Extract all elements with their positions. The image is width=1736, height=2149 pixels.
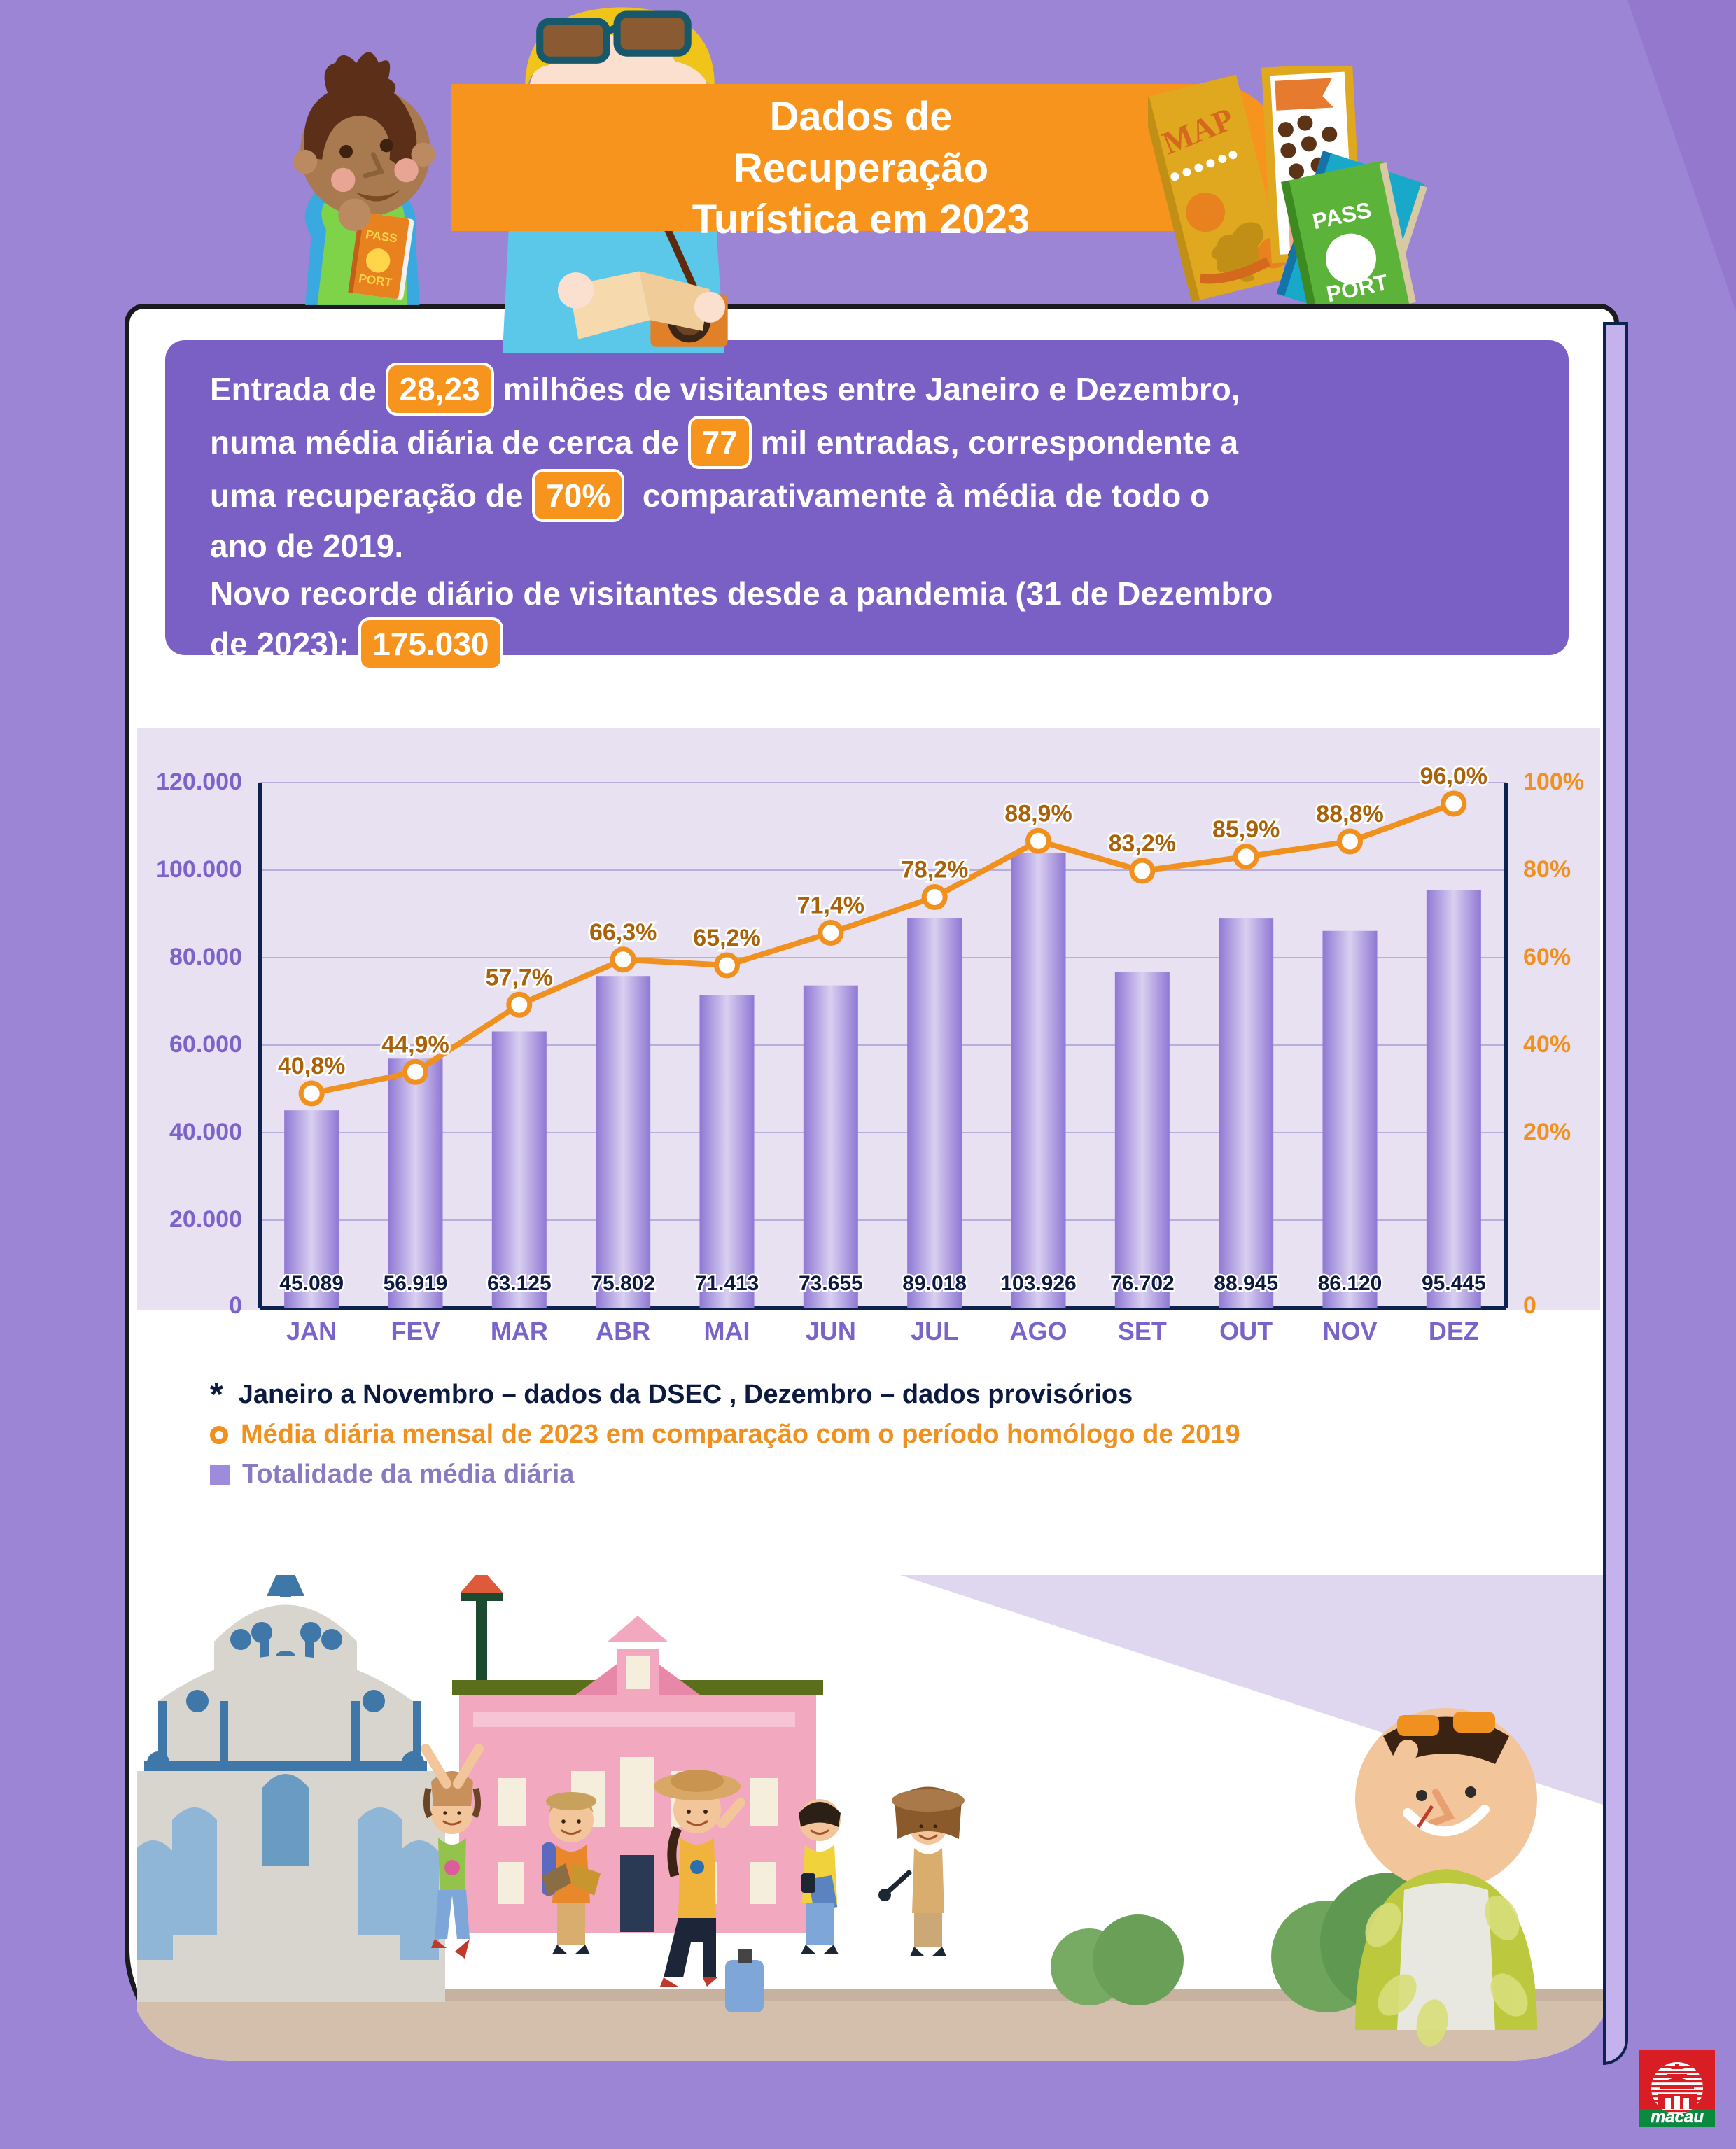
svg-text:44,9%: 44,9% <box>382 1031 449 1058</box>
svg-text:AGO: AGO <box>1009 1317 1067 1345</box>
svg-text:88,8%: 88,8% <box>1316 801 1383 827</box>
svg-text:66,3%: 66,3% <box>589 919 657 946</box>
svg-text:60%: 60% <box>1523 944 1571 970</box>
svg-text:macau: macau <box>1651 2108 1704 2127</box>
svg-text:57,7%: 57,7% <box>486 964 553 990</box>
svg-text:71.413: 71.413 <box>695 1272 760 1295</box>
svg-text:65,2%: 65,2% <box>693 925 760 951</box>
svg-text:MAI: MAI <box>704 1317 750 1345</box>
svg-text:80%: 80% <box>1523 856 1571 883</box>
svg-text:103.926: 103.926 <box>1000 1272 1076 1295</box>
svg-text:78,2%: 78,2% <box>901 857 968 883</box>
svg-text:86.120: 86.120 <box>1318 1272 1382 1295</box>
svg-text:88,9%: 88,9% <box>1004 800 1072 827</box>
svg-text:FEV: FEV <box>391 1317 440 1345</box>
svg-text:SET: SET <box>1118 1317 1167 1345</box>
svg-text:45.089: 45.089 <box>279 1272 344 1295</box>
svg-text:100.000: 100.000 <box>156 856 242 883</box>
svg-text:0: 0 <box>1523 1292 1536 1319</box>
svg-text:56.919: 56.919 <box>384 1272 448 1295</box>
svg-text:75.802: 75.802 <box>591 1272 655 1295</box>
svg-text:73.655: 73.655 <box>799 1272 863 1295</box>
svg-text:63.125: 63.125 <box>487 1272 552 1295</box>
svg-text:96,0%: 96,0% <box>1420 763 1488 790</box>
svg-text:120.000: 120.000 <box>156 769 242 795</box>
svg-text:20%: 20% <box>1523 1119 1571 1145</box>
svg-text:76.702: 76.702 <box>1110 1272 1175 1295</box>
svg-text:85,9%: 85,9% <box>1212 816 1280 843</box>
svg-text:DEZ: DEZ <box>1429 1317 1479 1345</box>
svg-text:ABR: ABR <box>596 1317 650 1345</box>
svg-text:89.018: 89.018 <box>902 1272 967 1295</box>
svg-text:NOV: NOV <box>1322 1317 1377 1345</box>
svg-text:71,4%: 71,4% <box>797 892 864 919</box>
svg-text:OUT: OUT <box>1219 1317 1273 1345</box>
svg-text:20.000: 20.000 <box>169 1206 242 1233</box>
svg-text:MAR: MAR <box>491 1317 548 1345</box>
svg-text:JAN: JAN <box>286 1317 337 1345</box>
svg-text:80.000: 80.000 <box>169 944 242 970</box>
svg-text:0: 0 <box>229 1292 242 1319</box>
svg-text:JUN: JUN <box>806 1317 856 1345</box>
svg-text:40.000: 40.000 <box>169 1119 242 1145</box>
svg-text:88.945: 88.945 <box>1214 1272 1278 1295</box>
svg-text:40%: 40% <box>1523 1031 1571 1058</box>
svg-text:60.000: 60.000 <box>169 1031 242 1058</box>
svg-text:83,2%: 83,2% <box>1109 830 1176 857</box>
svg-text:JUL: JUL <box>911 1317 958 1345</box>
svg-text:40,8%: 40,8% <box>278 1053 345 1079</box>
svg-text:95.445: 95.445 <box>1422 1272 1486 1295</box>
svg-text:100%: 100% <box>1523 769 1584 795</box>
